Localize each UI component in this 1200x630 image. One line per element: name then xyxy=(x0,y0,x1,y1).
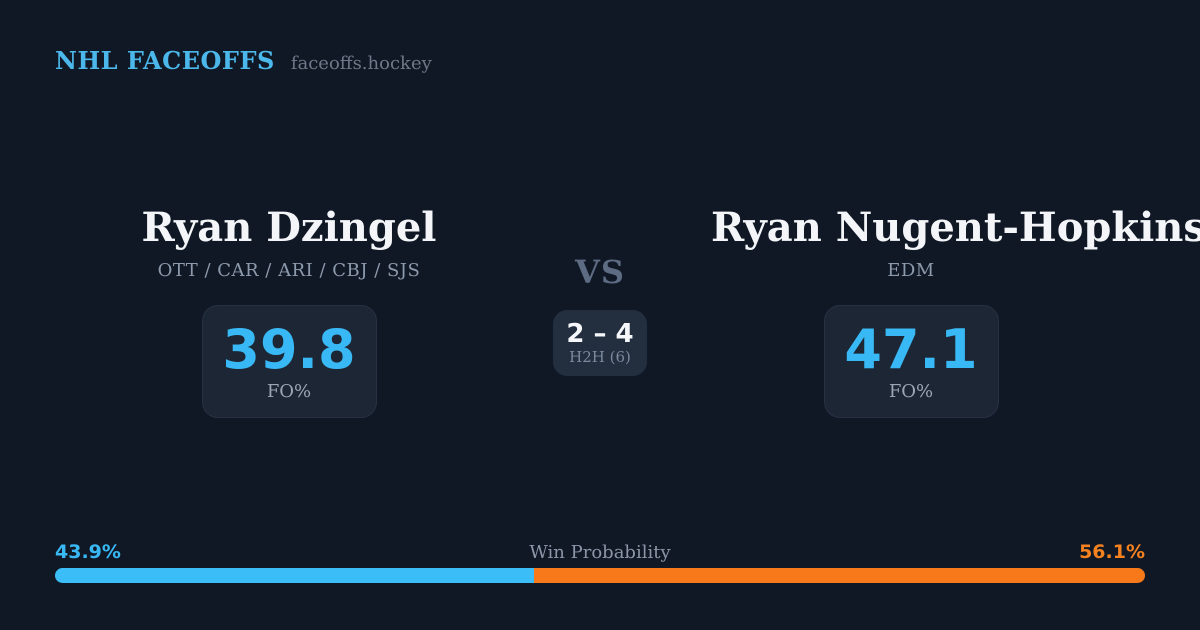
win-prob-right-pct: 56.1% xyxy=(1079,541,1145,563)
player-right-fo-card: 47.1 FO% xyxy=(823,305,999,418)
player-left-fo-label: FO% xyxy=(266,381,312,402)
win-prob-title: Win Probability xyxy=(529,542,671,563)
site-url: faceoffs.hockey xyxy=(290,53,432,74)
matchup-center-section: VS 2 – 4 H2H (6) xyxy=(500,255,700,376)
player-right-name: Ryan Nugent-Hopkins xyxy=(711,204,1200,251)
h2h-score: 2 – 4 xyxy=(566,319,634,349)
win-prob-left-pct: 43.9% xyxy=(55,541,121,563)
h2h-label: H2H (6) xyxy=(569,348,631,366)
player-right-fo-label: FO% xyxy=(888,381,934,402)
vs-label: VS xyxy=(575,253,625,291)
player-left-fo-value: 39.8 xyxy=(222,318,356,381)
win-prob-bar-right-segment xyxy=(533,568,1145,583)
player-left-section: Ryan Dzingel OTT / CAR / ARI / CBJ / SJS… xyxy=(89,205,489,418)
player-right-fo-value: 47.1 xyxy=(844,318,978,381)
header: NHL FACEOFFS faceoffs.hockey xyxy=(55,46,432,75)
win-probability-labels: 43.9% Win Probability 56.1% xyxy=(55,540,1145,565)
brand-logo: NHL FACEOFFS xyxy=(55,46,275,75)
player-right-teams: EDM xyxy=(887,260,935,281)
player-left-fo-card: 39.8 FO% xyxy=(201,305,377,418)
player-left-teams: OTT / CAR / ARI / CBJ / SJS xyxy=(157,260,421,281)
player-right-section: Ryan Nugent-Hopkins EDM 47.1 FO% xyxy=(711,204,1200,418)
win-prob-bar-left-segment xyxy=(55,568,534,583)
player-left-name: Ryan Dzingel xyxy=(141,204,437,251)
win-prob-bar xyxy=(55,568,1145,583)
h2h-card: 2 – 4 H2H (6) xyxy=(553,310,647,376)
